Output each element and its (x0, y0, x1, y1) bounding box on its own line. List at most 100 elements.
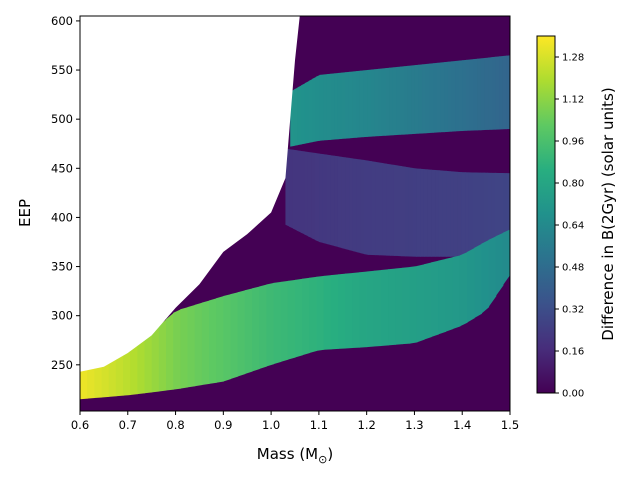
upper-band-segment (455, 60, 460, 132)
main-sequence-band-segment (287, 279, 296, 360)
main-sequence-band-segment (488, 236, 497, 308)
upper-band-segment (352, 71, 357, 139)
main-sequence-band-segment (438, 258, 447, 335)
intermediate-region-segment (461, 172, 466, 257)
intermediate-region-segment (446, 170, 451, 257)
upper-band-segment (359, 70, 365, 138)
main-sequence-band-segment (115, 354, 124, 397)
upper-band-segment (407, 65, 412, 135)
intermediate-region-segment (397, 165, 403, 257)
x-tick-label: 1.0 (262, 418, 280, 432)
intermediate-region-segment (371, 161, 376, 256)
plot-area (80, 16, 510, 411)
upper-band-segment (458, 60, 463, 132)
main-sequence-band-segment (388, 268, 396, 346)
main-sequence-band-segment (309, 276, 318, 354)
colorbar: 0.00 0.16 0.32 0.48 0.64 0.80 0.96 1.12 1.28 Dif… (536, 35, 617, 400)
upper-band-segment (403, 65, 409, 135)
upper-band-segment (451, 60, 456, 132)
intermediate-region-segment (453, 171, 459, 257)
upper-band-segment (385, 67, 390, 136)
main-sequence-band-segment (445, 257, 454, 332)
colorbar-label: Difference in B(2Gyr) (solar units) (599, 87, 617, 340)
upper-band-segment (502, 55, 507, 130)
main-sequence-band-segment (123, 350, 131, 396)
x-tick-label: 0.7 (119, 418, 137, 432)
upper-band-segment (414, 64, 420, 134)
main-sequence-band-segment (144, 331, 153, 394)
upper-band-segment (499, 56, 504, 130)
upper-band-segment (491, 56, 496, 130)
main-sequence-band-segment (280, 280, 289, 362)
main-sequence-band-segment (244, 288, 253, 375)
white-region (80, 16, 300, 372)
upper-band-segment (345, 71, 350, 139)
main-sequence-band-segment (130, 344, 138, 395)
main-sequence-band-segment (201, 300, 210, 386)
main-sequence-band-segment (495, 232, 504, 297)
main-sequence-band-segment (416, 264, 425, 343)
main-sequence-band-segment (266, 282, 275, 367)
intermediate-region-segment (375, 161, 380, 256)
colorbar-tick-label: 0.00 (562, 389, 584, 400)
y-tick-label: 300 (51, 309, 73, 323)
upper-band-segment (308, 78, 313, 143)
main-sequence-band-segment (381, 269, 389, 346)
main-sequence-band-segment (467, 247, 475, 323)
intermediate-region-segment (401, 166, 406, 257)
intermediate-region-segment (457, 171, 462, 257)
intermediate-region-segment (442, 170, 447, 257)
x-tick-label: 1.2 (358, 418, 376, 432)
main-sequence-band-segment (481, 239, 490, 314)
upper-band-segment (319, 74, 324, 141)
upper-band-segment (293, 87, 299, 146)
intermediate-region-segment (382, 163, 388, 256)
main-sequence-band-segment (173, 309, 181, 390)
main-sequence-band-segment (373, 269, 382, 347)
intermediate-region-segment (341, 156, 346, 250)
main-sequence-band-segment (395, 267, 404, 345)
intermediate-region-segment (296, 150, 302, 233)
intermediate-region-segment (352, 158, 358, 253)
y-axis-label: EEP (16, 199, 34, 227)
colorbar-tick-label: 0.64 (562, 221, 584, 232)
main-sequence-band (80, 229, 510, 400)
main-sequence-band-segment (94, 363, 103, 399)
upper-band-segment (418, 64, 423, 134)
main-sequence-band-segment (259, 284, 267, 369)
upper-band-segment (370, 69, 376, 137)
intermediate-region-segment (472, 172, 477, 257)
plot-frame (79, 15, 511, 412)
main-sequence-band-segment (302, 277, 310, 356)
main-sequence-band-segment (187, 304, 196, 388)
main-sequence-band-segment (108, 357, 117, 397)
upper-band-segment (337, 72, 343, 140)
main-sequence-band-segment (352, 272, 361, 349)
upper-band-segment (433, 62, 438, 133)
intermediate-region-segment (300, 150, 305, 235)
intermediate-region-segment (390, 164, 395, 256)
intermediate-region-segment (491, 172, 496, 257)
upper-band-segment (444, 61, 449, 133)
main-sequence-band-segment (216, 296, 224, 383)
upper-band-segment (396, 66, 401, 136)
intermediate-region-segment (416, 168, 421, 257)
colorbar-tick-label: 0.96 (562, 137, 584, 148)
intermediate-region-segment (356, 158, 361, 254)
y-tick-label: 550 (51, 63, 73, 77)
main-sequence-band-segment (295, 278, 303, 358)
intermediate-region-segment (349, 157, 354, 252)
intermediate-region-segment (345, 157, 350, 251)
x-tick-label: 1.3 (405, 418, 423, 432)
intermediate-region-segment (431, 169, 436, 257)
upper-band-segment (330, 73, 335, 140)
intermediate-region-segment (304, 151, 309, 237)
upper-band-segment (301, 83, 306, 145)
intermediate-region-segment (450, 171, 455, 257)
intermediate-region-segment (326, 154, 331, 246)
intermediate-region-segment (289, 149, 294, 229)
intermediate-region-segment (435, 170, 440, 257)
intermediate-region-segment (393, 164, 399, 257)
main-sequence-band-segment (137, 338, 146, 395)
